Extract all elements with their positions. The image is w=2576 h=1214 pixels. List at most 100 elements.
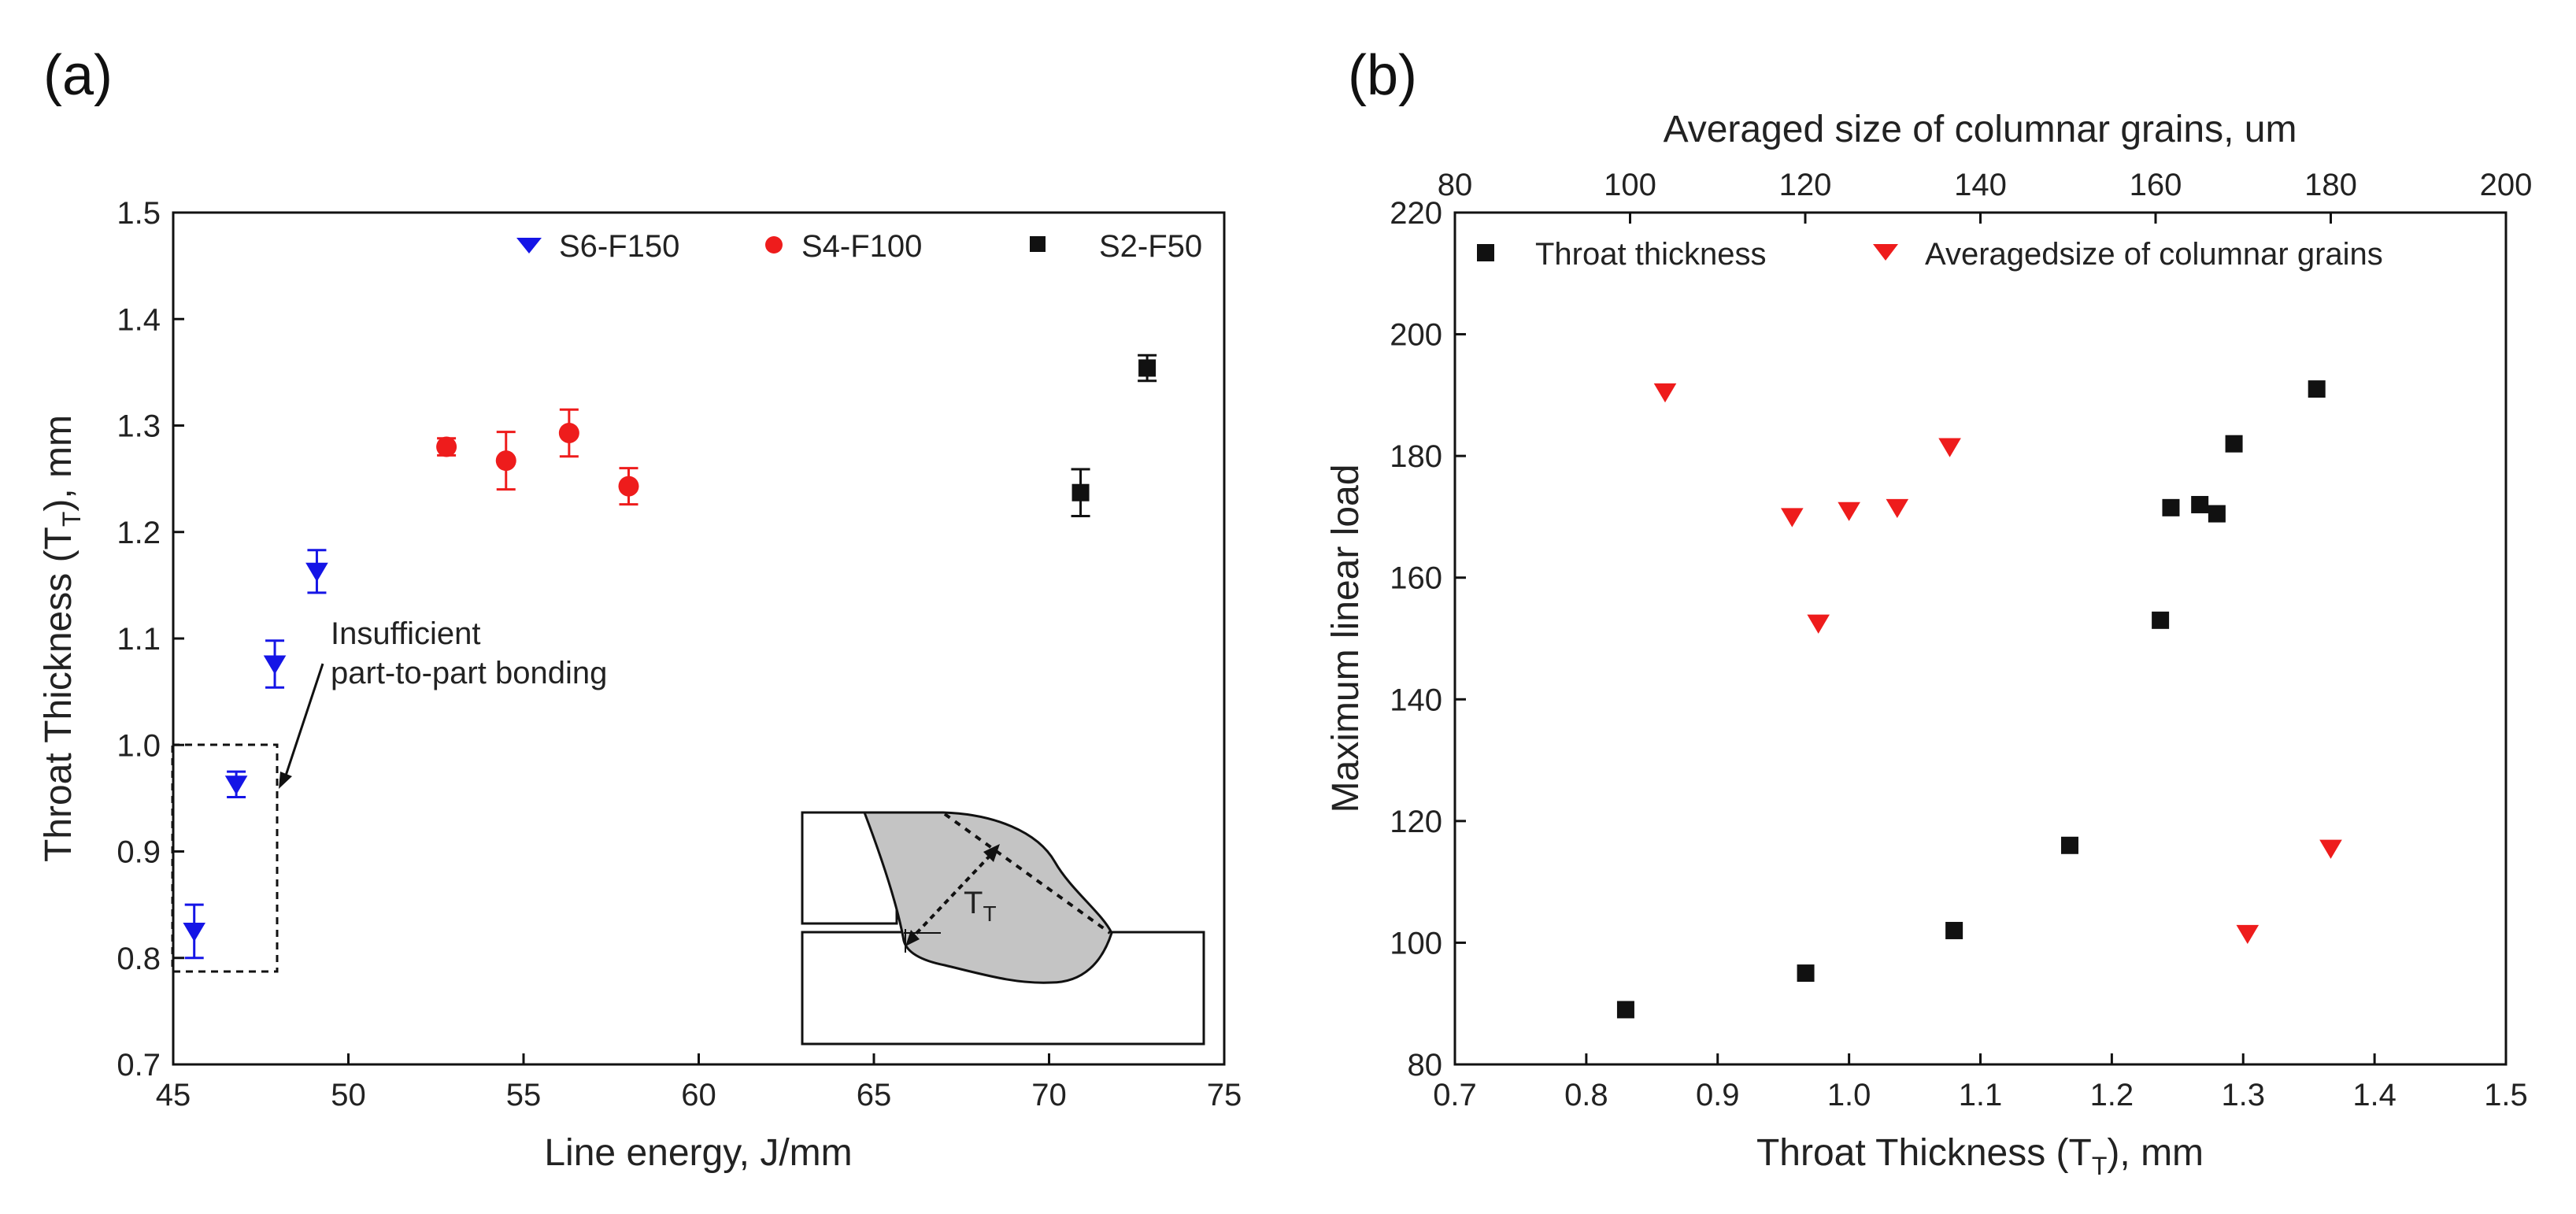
data-point: [224, 775, 248, 795]
panel-b-top-axis-label: Averaged size of columnar grains, um: [1664, 109, 2297, 150]
panel-a-marks: [183, 353, 1157, 960]
inset-throat-arrowhead-bottom: [905, 930, 920, 946]
x-tick-label: 1.3: [2221, 1078, 2265, 1112]
x-tick-label: 1.0: [1827, 1078, 1871, 1112]
data-point: [2225, 435, 2243, 453]
data-point: [1807, 614, 1830, 634]
y-tick-label: 0.9: [117, 835, 161, 870]
data-point: [1616, 1001, 1634, 1019]
y-tick-label: 200: [1390, 318, 1442, 353]
x-tick-label: 1.5: [2484, 1078, 2528, 1112]
data-point: [2208, 505, 2226, 523]
top-x-tick-label: 160: [2130, 168, 2182, 202]
x-tick-label: 70: [1031, 1078, 1067, 1112]
data-point: [1938, 438, 1961, 457]
top-x-tick-label: 100: [1604, 168, 1656, 202]
top-x-tick-label: 180: [2304, 168, 2357, 202]
x-tick-label: 1.2: [2090, 1078, 2134, 1112]
x-tick-label: 0.8: [1564, 1078, 1608, 1112]
y-tick-label: 120: [1390, 805, 1442, 839]
legend-label-s4-f100: S4-F100: [801, 229, 922, 264]
legend-label-columnar-grains: Averagedsize of columnar grains: [1925, 237, 2383, 272]
data-point: [1653, 383, 1677, 403]
annotation-arrow-line: [283, 663, 324, 779]
legend-marker-s2-f50: [1030, 236, 1046, 252]
x-tick-label: 1.1: [1959, 1078, 2003, 1112]
data-point: [263, 655, 287, 675]
data-point: [1945, 921, 1963, 939]
y-tick-label: 0.7: [117, 1048, 161, 1083]
weld-inset: TT: [801, 811, 1205, 1046]
x-tick-label: 55: [506, 1078, 542, 1112]
data-point: [558, 422, 579, 443]
data-point: [2060, 836, 2078, 854]
data-point: [436, 436, 457, 457]
x-tick-label: 65: [857, 1078, 892, 1112]
panel-b-ticks: 0.7 0.8 0.9 1.0 1.1 1.2 1.3 1.4 1.5 80 100 120 140 16…: [1390, 168, 2532, 1112]
y-tick-label: 1.3: [117, 409, 161, 444]
panel-b: (b) 0.7 0.8 0.9 1.0 1.1 1.2 1.3 1.4 1.5 80 100 120 1…: [1325, 44, 2532, 1180]
y-tick-label: 100: [1390, 926, 1442, 960]
data-point: [183, 922, 205, 942]
data-point: [305, 562, 328, 582]
x-tick-label: 0.7: [1433, 1078, 1477, 1112]
panel-b-label: (b): [1348, 44, 1417, 107]
legend-marker-columnar-grains: [1873, 244, 1898, 261]
legend-marker-s6-f150: [516, 238, 542, 254]
data-point: [2162, 498, 2180, 516]
y-tick-label: 160: [1390, 561, 1442, 596]
data-point: [1138, 359, 1157, 377]
legend-label-s2-f50: S2-F50: [1099, 229, 1202, 264]
data-point: [2152, 611, 2170, 629]
data-point: [2319, 839, 2342, 859]
inset-throat-arrowhead-top: [983, 844, 1000, 862]
y-tick-label: 1.1: [117, 622, 161, 657]
x-tick-label: 0.9: [1696, 1078, 1740, 1112]
legend-label-throat-thickness: Throat thickness: [1535, 237, 1766, 272]
x-tick-label: 50: [331, 1078, 366, 1112]
panel-a-legend: S6-F150 S4-F100 S2-F50: [516, 229, 1202, 264]
data-point: [1781, 508, 1804, 527]
data-point: [2236, 924, 2260, 945]
panel-b-y-axis-label: Maximum linear load: [1325, 465, 1367, 813]
panel-a: (a) 45 50 55 60 65 70 75 0.7 0.8 0.9 1.0 1.1 1.2 1.3 1…: [38, 44, 1242, 1174]
top-x-tick-label: 80: [1438, 168, 1473, 202]
top-x-tick-label: 140: [1954, 168, 2007, 202]
panel-a-ticks: 45 50 55 60 65 70 75 0.7 0.8 0.9 1.0 1.1 1.2 1.3 1.4 1.…: [117, 196, 1242, 1112]
data-point: [495, 450, 516, 472]
x-tick-label: 1.4: [2352, 1078, 2396, 1112]
panel-b-marks: [1616, 380, 2342, 1019]
y-tick-label: 180: [1390, 439, 1442, 474]
data-point: [1838, 502, 1860, 521]
panel-a-x-axis-label: Line energy, J/mm: [544, 1132, 852, 1174]
top-x-tick-label: 120: [1779, 168, 1832, 202]
annotation-text-line1: Insufficient: [331, 616, 481, 651]
panel-b-x-axis-label: Throat Thickness (TT), mm: [1756, 1132, 2204, 1180]
y-tick-label: 80: [1408, 1048, 1443, 1083]
annotation-arrow-head: [279, 772, 292, 789]
inset-weld-bead: [862, 811, 1113, 984]
inset-throat-dotted-line: [943, 812, 1112, 935]
y-tick-label: 0.8: [117, 942, 161, 976]
data-point: [2191, 495, 2209, 513]
y-tick-label: 1.2: [117, 516, 161, 550]
panel-b-plot-frame: [1453, 211, 2508, 1066]
data-point: [2308, 380, 2326, 398]
y-tick-label: 1.5: [117, 196, 161, 231]
panel-a-label: (a): [43, 44, 113, 107]
y-tick-label: 1.0: [117, 728, 161, 763]
data-point: [1886, 498, 1909, 519]
top-x-tick-label: 200: [2480, 168, 2533, 202]
legend-marker-throat-thickness: [1477, 244, 1494, 261]
panel-a-y-axis-label: Throat Thickness (TT), mm: [38, 415, 86, 862]
y-tick-label: 220: [1390, 196, 1442, 231]
legend-label-s6-f150: S6-F150: [559, 229, 679, 264]
inset-throat-label: TT: [964, 886, 997, 926]
data-point: [1797, 964, 1815, 983]
y-tick-label: 140: [1390, 683, 1442, 717]
annotation-text-line2: part-to-part bonding: [331, 656, 607, 690]
x-tick-label: 45: [156, 1078, 191, 1112]
data-point: [1071, 483, 1090, 502]
data-point: [618, 476, 639, 497]
